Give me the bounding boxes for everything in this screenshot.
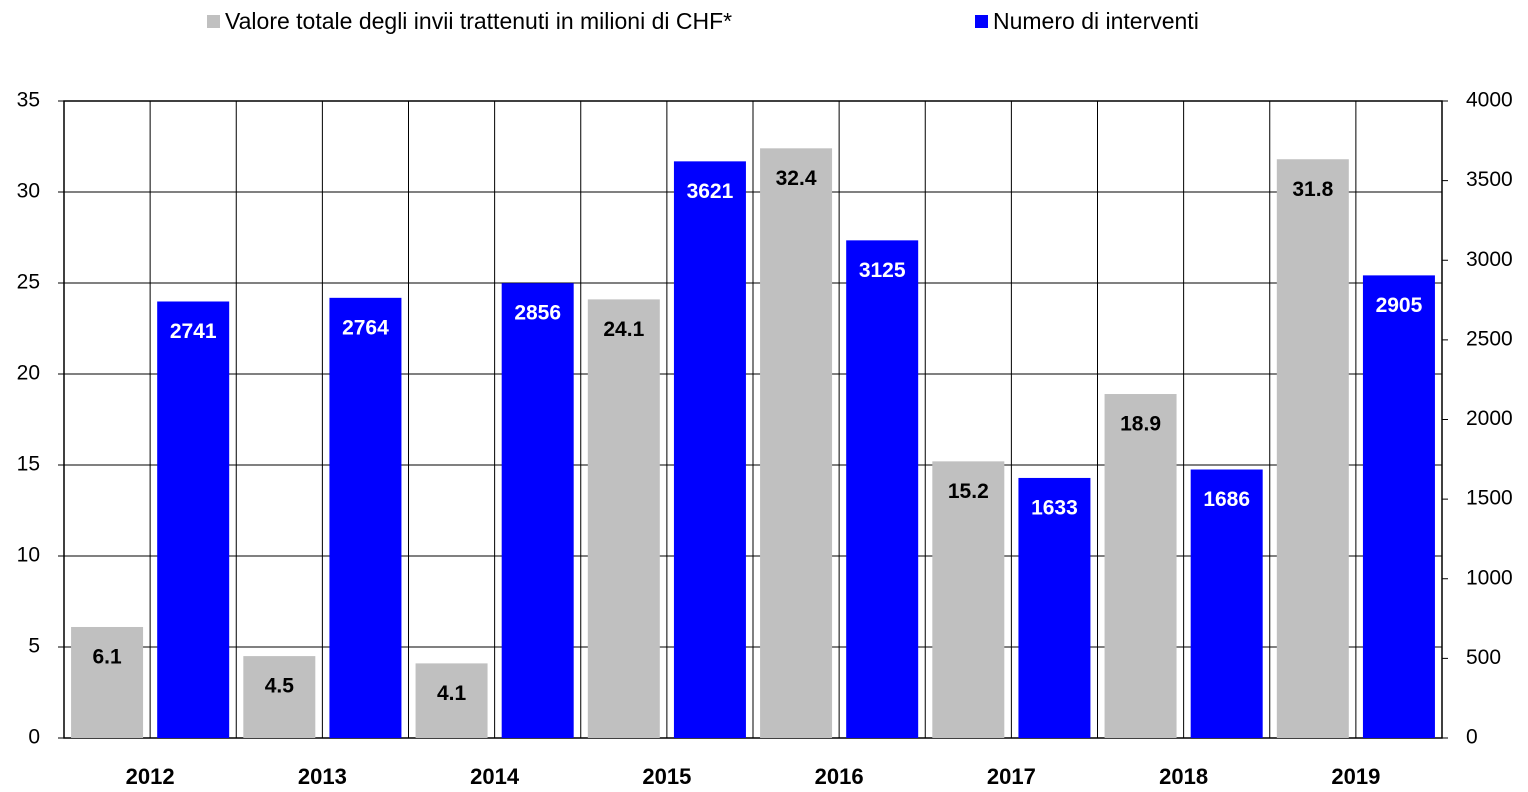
y-tick-label: 30 (17, 180, 40, 203)
x-tick-label: 2018 (1159, 764, 1208, 789)
y-tick-label: 20 (17, 362, 40, 385)
bar (243, 656, 316, 738)
data-label: 6.1 (92, 646, 122, 669)
data-label: 1633 (1031, 496, 1078, 519)
y2-tick-label: 0 (1466, 726, 1478, 749)
x-tick-label: 2012 (126, 764, 175, 789)
data-label: 4.5 (265, 675, 295, 698)
bar (501, 283, 574, 738)
y2-tick-label: 1000 (1466, 566, 1513, 589)
bar (415, 663, 488, 738)
bar (71, 626, 144, 738)
bar (1276, 159, 1349, 739)
y-tick-label: 25 (17, 271, 40, 294)
y-tick-label: 10 (17, 544, 40, 567)
data-label: 3125 (859, 259, 906, 282)
legend-swatch (975, 15, 988, 28)
x-tick-label: 2019 (1331, 764, 1380, 789)
bar (760, 148, 833, 738)
bar (846, 240, 919, 738)
data-label: 3621 (687, 180, 734, 203)
bar (932, 461, 1005, 738)
data-label: 24.1 (603, 318, 644, 341)
y2-tick-label: 500 (1466, 646, 1501, 669)
x-tick-label: 2017 (987, 764, 1036, 789)
data-label: 32.4 (776, 167, 817, 190)
y-tick-label: 5 (28, 635, 40, 658)
legend-label: Valore totale degli invii trattenuti in … (225, 8, 732, 34)
data-label: 2856 (514, 302, 561, 325)
x-tick-label: 2013 (298, 764, 347, 789)
data-label: 2764 (342, 316, 389, 339)
x-tick-label: 2016 (815, 764, 864, 789)
y2-tick-label: 2000 (1466, 407, 1513, 430)
bar (587, 299, 660, 738)
y-tick-label: 0 (28, 726, 40, 749)
bar (329, 297, 402, 738)
data-label: 31.8 (1292, 178, 1333, 201)
data-label: 1686 (1203, 488, 1250, 511)
data-label: 2741 (170, 320, 217, 343)
y2-tick-label: 4000 (1466, 89, 1513, 112)
legend-swatch (207, 15, 220, 28)
bar (1190, 469, 1263, 738)
y-tick-label: 35 (17, 89, 40, 112)
legend-label: Numero di interventi (993, 8, 1199, 34)
bar (1018, 477, 1091, 738)
y2-tick-label: 3000 (1466, 248, 1513, 271)
plot-frame (63, 100, 1443, 739)
x-tick-label: 2014 (470, 764, 520, 789)
data-label: 4.1 (437, 682, 467, 705)
y2-tick-label: 3500 (1466, 168, 1513, 191)
bar (673, 161, 746, 739)
x-tick-label: 2015 (642, 764, 691, 789)
y-tick-label: 15 (17, 453, 40, 476)
y2-tick-label: 1500 (1466, 487, 1513, 510)
data-label: 2905 (1376, 294, 1423, 317)
bar (1362, 275, 1435, 738)
bar (1104, 394, 1177, 738)
data-label: 15.2 (948, 480, 989, 503)
data-label: 18.9 (1120, 413, 1161, 436)
bar (157, 301, 230, 738)
y2-tick-label: 2500 (1466, 327, 1513, 350)
